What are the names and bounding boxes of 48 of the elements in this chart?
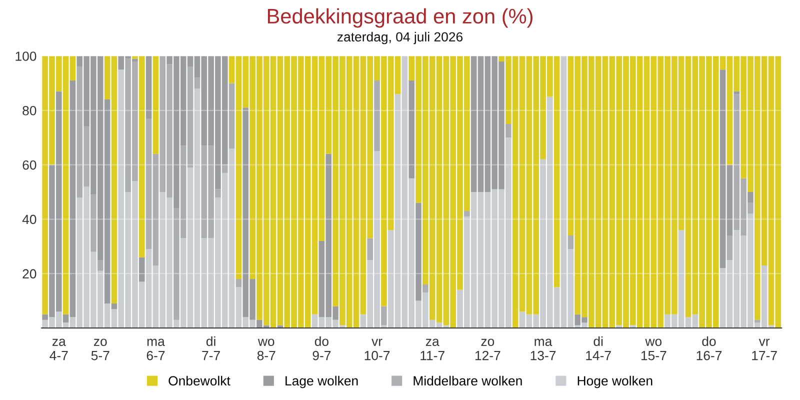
bar — [90, 194, 96, 252]
bar — [132, 58, 138, 62]
bar — [408, 80, 415, 178]
x-tick-label: za 4-7 — [50, 338, 68, 360]
legend-label: Hoge wolken — [578, 376, 652, 388]
y-tick-label: 40 — [22, 214, 36, 224]
bar — [236, 279, 242, 288]
chart-subtitle: zaterdag, 04 juli 2026 — [337, 32, 463, 44]
bar — [464, 211, 470, 216]
y-tick-label: 20 — [22, 269, 36, 279]
chart-title: Bedekkingsgraad en zon (%) — [268, 8, 532, 28]
legend-label: Onbewolkt — [168, 376, 230, 386]
bar — [228, 83, 235, 148]
y-tick-label: 100 — [16, 52, 36, 61]
bar — [748, 192, 754, 203]
bar — [222, 164, 228, 173]
x-tick-label: do 16-7 — [696, 336, 722, 360]
bar — [146, 56, 152, 119]
x-tick-label: vr 17-7 — [752, 338, 777, 360]
x-tick-label: za 11-7 — [420, 338, 444, 360]
bar — [374, 80, 380, 152]
x-tick-label: wo 15-7 — [641, 338, 666, 360]
bar — [138, 257, 145, 282]
x-tick-label: ma 13-7 — [530, 338, 556, 360]
x-tick-label: di 7-7 — [202, 336, 220, 360]
x-tick-label: zo 12-7 — [475, 338, 500, 360]
x-tick-label: do 9-7 — [312, 336, 331, 360]
bar — [97, 260, 104, 271]
x-tick-label: zo 5-7 — [91, 338, 110, 360]
legend-label: Lage wolken — [286, 376, 358, 388]
bar — [416, 202, 422, 301]
bar — [422, 284, 428, 293]
bar — [152, 56, 159, 154]
bar — [754, 320, 760, 323]
bar — [381, 306, 387, 326]
bar — [506, 124, 512, 138]
y-tick-label: 60 — [22, 160, 36, 170]
bar — [734, 91, 740, 94]
bar — [111, 304, 118, 309]
bar — [726, 236, 733, 260]
legend-label: Middelbare wolken — [414, 376, 522, 386]
x-tick-label: vr 10-7 — [364, 338, 390, 360]
bar — [568, 236, 574, 250]
x-tick-label: wo 8-7 — [257, 338, 276, 360]
bar — [367, 238, 374, 260]
x-tick-label: ma 6-7 — [146, 338, 165, 360]
x-tick-label: di 14-7 — [586, 336, 611, 360]
y-tick-label: 80 — [22, 106, 36, 116]
